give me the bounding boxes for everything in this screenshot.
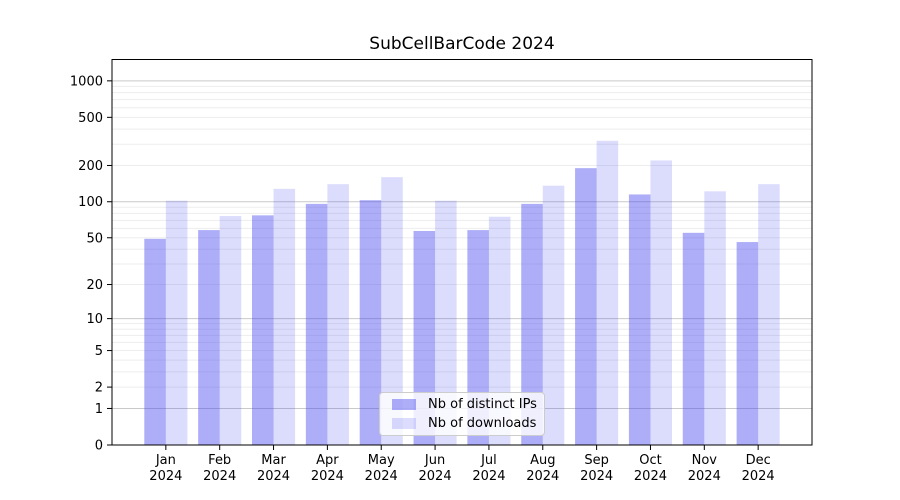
bar-downloads-Nov [704,191,726,445]
bar-ips-Oct [628,194,651,445]
x-tick-label-month-Mar: Mar [261,453,286,468]
y-tick-label-10: 10 [86,312,103,327]
x-tick-label-year-Oct: 2024 [634,469,667,484]
bar-downloads-Jul [488,216,511,445]
bar-ips-May [359,200,382,445]
bar-downloads-Feb [219,216,242,445]
bar-ips-Jun [413,230,436,445]
y-tick-label-100: 100 [78,195,103,210]
plot-border [111,59,813,446]
bar-downloads-Sep [596,140,619,446]
x-tick-label-month-Jan: Jan [155,453,176,468]
legend-swatch-distinct-ips [392,399,416,410]
bar-downloads-Dec [758,184,780,445]
legend-row-downloads: Nb of downloads [386,416,538,431]
y-tick-label-200: 200 [78,159,103,174]
bar-downloads-Aug [542,185,565,446]
x-tick-label-month-Sep: Sep [584,453,609,468]
x-tick-label-year-Nov: 2024 [688,469,721,484]
bar-ips-Mar [252,215,274,445]
y-tick-label-1000: 1000 [70,74,103,89]
bar-ips-Jan [144,238,166,445]
bar-ips-Aug [521,203,543,445]
x-tick-label-month-Jun: Jun [424,453,445,468]
x-tick-label-year-Aug: 2024 [526,469,559,484]
x-tick-label-month-Dec: Dec [746,453,771,468]
bar-ips-Sep [575,168,597,445]
y-tick-label-50: 50 [86,231,103,246]
x-tick-label-month-Feb: Feb [208,453,231,468]
bar-ips-Jul [467,230,489,445]
y-tick-label-20: 20 [86,278,103,293]
x-tick-label-year-Jul: 2024 [472,469,505,484]
x-tick-label-year-Dec: 2024 [742,469,775,484]
bar-downloads-Jun [435,200,457,445]
x-tick-label-month-Apr: Apr [316,453,339,468]
bar-downloads-Apr [327,184,349,445]
legend-label-downloads: Nb of downloads [428,416,537,431]
x-tick-label-year-Jan: 2024 [149,469,182,484]
bar-ips-Apr [305,203,328,445]
y-tick-label-0: 0 [95,439,103,454]
bar-downloads-Oct [650,160,672,446]
legend-label-distinct-ips: Nb of distinct IPs [428,397,537,412]
x-tick-label-year-Mar: 2024 [257,469,290,484]
chart-title: SubCellBarCode 2024 [369,34,555,54]
bar-ips-Dec [736,242,759,445]
bar-ips-Nov [682,232,705,445]
x-tick-label-year-Feb: 2024 [203,469,236,484]
x-tick-label-month-Oct: Oct [639,453,661,468]
legend-row-distinct-ips: Nb of distinct IPs [386,397,538,412]
bar-downloads-Jan [165,200,188,445]
x-tick-label-month-Jul: Jul [480,453,497,468]
x-tick-label-month-Aug: Aug [530,453,555,468]
bar-ips-Feb [198,230,220,445]
legend: Nb of distinct IPs Nb of downloads [379,392,545,436]
x-tick-label-month-Nov: Nov [692,453,718,468]
y-tick-label-2: 2 [95,381,103,396]
y-tick-label-5: 5 [95,344,103,359]
y-tick-label-1: 1 [95,402,103,417]
y-tick-label-500: 500 [78,111,103,126]
x-tick-label-month-May: May [368,453,395,468]
x-tick-label-year-May: 2024 [365,469,398,484]
x-tick-label-year-Apr: 2024 [311,469,344,484]
x-tick-label-year-Jun: 2024 [419,469,452,484]
legend-swatch-downloads [392,418,416,429]
x-tick-label-year-Sep: 2024 [580,469,613,484]
bar-downloads-Mar [273,188,296,445]
bar-downloads-May [381,177,403,445]
